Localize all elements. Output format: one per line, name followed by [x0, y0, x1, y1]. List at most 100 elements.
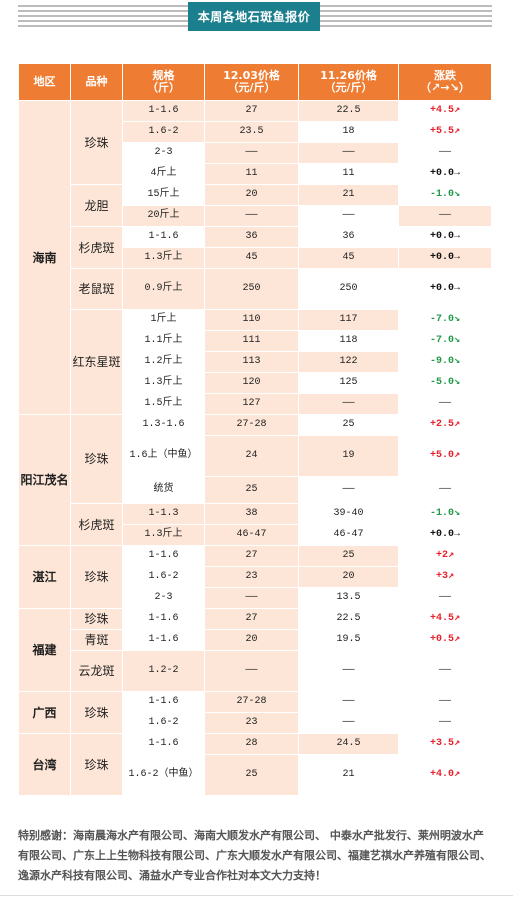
change-cell: +3↗: [398, 566, 492, 588]
price-1126-cell: 45: [298, 247, 399, 269]
header: 本周各地石斑鱼报价: [0, 0, 513, 40]
spec-cell: 2-3: [122, 142, 205, 164]
price-1203-cell: 46-47: [204, 524, 299, 546]
price-1126-cell: 250: [298, 268, 399, 310]
variety-cell: 珍珠: [70, 608, 123, 630]
table-row: 20斤上 —— —— ——: [19, 205, 492, 227]
price-1126-cell: 19: [298, 435, 399, 477]
spec-cell: 20斤上: [122, 205, 205, 227]
table-row: 1.3斤上 45 45 +0.0→: [19, 247, 492, 269]
variety-cell: 珍珠: [70, 691, 123, 734]
price-1203-cell: ——: [204, 650, 299, 692]
change-cell: ——: [398, 476, 492, 504]
spec-cell: 1-1.6: [122, 733, 205, 755]
price-1126-cell: 39-40: [298, 503, 399, 525]
change-cell: +0.0→: [398, 247, 492, 269]
change-cell: -9.0↘: [398, 351, 492, 373]
price-1126-cell: ——: [298, 712, 399, 734]
change-cell: -1.0↘: [398, 184, 492, 206]
spec-cell: 1.3斤上: [122, 524, 205, 546]
table-row: 4斤上 11 11 +0.0→: [19, 163, 492, 185]
variety-cell: 青斑: [70, 629, 123, 651]
change-cell: ——: [398, 587, 492, 609]
price-1203-cell: 23: [204, 566, 299, 588]
price-1126-cell: 46-47: [298, 524, 399, 546]
variety-cell: 珍珠: [70, 414, 123, 504]
table-row: 1.6-2 23.5 18 +5.5↗: [19, 121, 492, 143]
spec-cell: 1.3斤上: [122, 247, 205, 269]
price-1126-cell: ——: [298, 691, 399, 713]
price-1203-cell: ——: [204, 142, 299, 164]
price-1126-cell: 20: [298, 566, 399, 588]
spec-cell: 15斤上: [122, 184, 205, 206]
change-cell: +4.5↗: [398, 608, 492, 630]
price-1203-cell: 110: [204, 309, 299, 331]
table-row: 云龙斑 1.2-2 —— —— ——: [19, 650, 492, 692]
spec-cell: 1-1.6: [122, 545, 205, 567]
spec-cell: 1.6-2（中鱼）: [122, 754, 205, 796]
spec-cell: 1-1.6: [122, 629, 205, 651]
table-row: 福建 珍珠 1-1.6 27 22.5 +4.5↗: [18, 608, 492, 692]
table-row: 1.6上（中鱼） 24 19 +5.0↗: [19, 435, 492, 477]
header-region: 地区: [18, 63, 71, 101]
price-1126-cell: 122: [298, 351, 399, 373]
page-title: 本周各地石斑鱼报价: [188, 2, 320, 31]
variety-cell: 红东星斑: [70, 309, 123, 415]
change-cell: +2.5↗: [398, 414, 492, 436]
table-row: 阳江茂名 珍珠 1.3-1.6 27-28 25 +2.5↗: [18, 414, 492, 546]
spec-cell: 1.6-2: [122, 712, 205, 734]
acknowledgements: 特别感谢：海南晨海水产有限公司、海南大顺发水产有限公司、 中泰水产批发行、莱州明…: [18, 829, 491, 882]
price-1203-cell: ——: [204, 205, 299, 227]
spec-cell: 1.6-2: [122, 121, 205, 143]
change-cell: ——: [398, 142, 492, 164]
table-row: 杉虎斑 1-1.6 36 36 +0.0→: [19, 226, 492, 269]
spec-cell: 1-1.6: [122, 691, 205, 713]
variety-cell: 珍珠: [70, 733, 123, 796]
price-1126-cell: ——: [298, 393, 399, 415]
table-row: 1.3斤上 120 125 -5.0↘: [19, 372, 492, 394]
price-1203-cell: 27-28: [204, 691, 299, 713]
price-1203-cell: 250: [204, 268, 299, 310]
change-cell: +0.0→: [398, 226, 492, 248]
region-cell: 湛江: [18, 545, 71, 609]
spec-cell: 1-1.3: [122, 503, 205, 525]
variety-cell: 杉虎斑: [70, 503, 123, 546]
change-cell: -5.0↘: [398, 372, 492, 394]
price-1126-cell: 22.5: [298, 100, 399, 122]
table-row: 统货 25 —— ——: [19, 476, 492, 504]
spec-cell: 2-3: [122, 587, 205, 609]
header-variety: 品种: [70, 63, 123, 101]
variety-cell: 老鼠斑: [70, 268, 123, 310]
price-1203-cell: 27: [204, 608, 299, 630]
price-1203-cell: 20: [204, 629, 299, 651]
price-1126-cell: 18: [298, 121, 399, 143]
price-1203-cell: 27: [204, 545, 299, 567]
variety-cell: 云龙斑: [70, 650, 123, 692]
price-1203-cell: 24: [204, 435, 299, 477]
price-1126-cell: 11: [298, 163, 399, 185]
table-row: 1.6-2（中鱼） 25 21 +4.0↗: [19, 754, 492, 796]
price-1203-cell: 20: [204, 184, 299, 206]
divider: [0, 895, 513, 896]
price-1203-cell: 127: [204, 393, 299, 415]
price-1126-cell: 25: [298, 414, 399, 436]
price-1126-cell: ——: [298, 650, 399, 692]
price-1126-cell: 21: [298, 184, 399, 206]
price-1203-cell: ——: [204, 587, 299, 609]
price-1126-cell: 25: [298, 545, 399, 567]
change-cell: +0.5↗: [398, 629, 492, 651]
price-1203-cell: 38: [204, 503, 299, 525]
table-row: 1.2斤上 113 122 -9.0↘: [19, 351, 492, 373]
spec-cell: 1.3-1.6: [122, 414, 205, 436]
region-cell: 海南: [18, 100, 71, 415]
spec-cell: 1.5斤上: [122, 393, 205, 415]
price-1203-cell: 45: [204, 247, 299, 269]
price-1203-cell: 23.5: [204, 121, 299, 143]
table-header-row: 地区 品种 规格 （斤） 12.03价格 （元/斤） 11.26价格 （元/斤） 涨跌…: [18, 63, 492, 101]
change-cell: +0.0→: [398, 524, 492, 546]
table-row: 1.5斤上 127 —— ——: [19, 393, 492, 415]
spec-cell: 1斤上: [122, 309, 205, 331]
table-row: 湛江 珍珠 1-1.6 27 25 +2↗: [18, 545, 492, 609]
price-1126-cell: 24.5: [298, 733, 399, 755]
table-row: 红东星斑 1斤上 110 117 -7.0↘: [19, 309, 492, 415]
